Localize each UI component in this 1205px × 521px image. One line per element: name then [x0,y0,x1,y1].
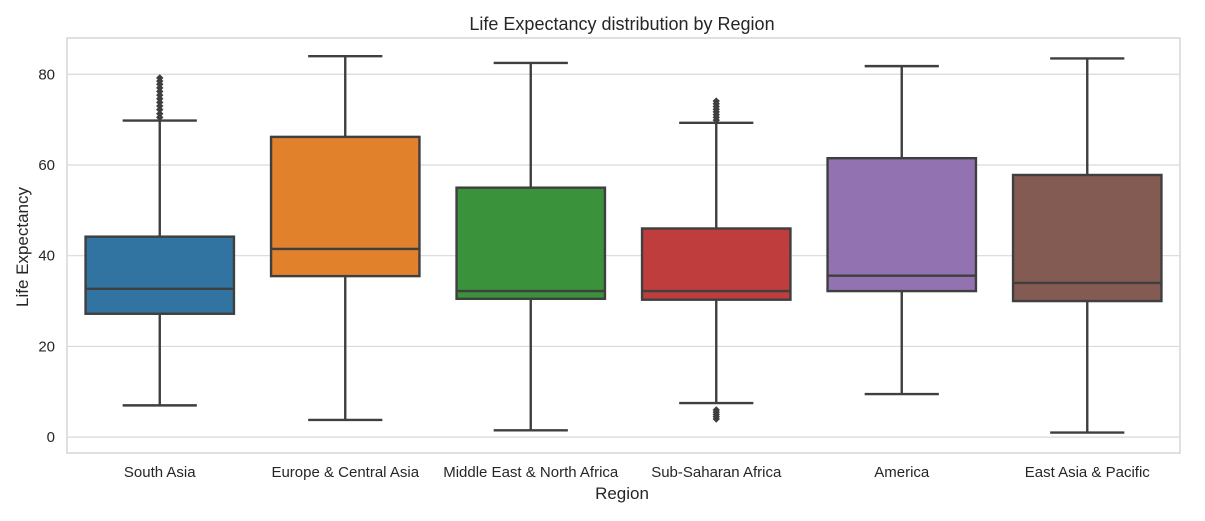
outlier-point [156,74,164,82]
outlier-point [712,406,720,414]
x-tick-3: Middle East & North Africa [443,464,619,481]
x-axis-label: Region [595,484,649,503]
chart-title: Life Expectancy distribution by Region [469,14,774,34]
iqr-box [455,186,607,300]
iqr-box [1011,173,1163,303]
box-1 [84,74,236,407]
x-tick-4: Sub-Saharan Africa [651,464,782,481]
y-axis-label: Life Expectancy [13,186,32,307]
x-tick-2: Europe & Central Asia [271,464,419,481]
box-5 [826,64,978,396]
outlier-point [712,97,720,105]
box-6 [1011,57,1163,434]
box-3 [455,61,607,432]
y-tick-20: 20 [38,338,55,355]
iqr-box [826,156,978,293]
plot-frame [66,37,1181,454]
outlier-point [156,110,164,118]
y-tick-80: 80 [38,66,55,83]
y-tick-labels: 0 20 40 60 80 [38,66,55,446]
y-tick-60: 60 [38,157,55,174]
iqr-box [640,227,792,301]
iqr-box [269,135,421,278]
y-tick-0: 0 [47,429,55,446]
box-2 [269,54,421,422]
box-4 [640,97,792,423]
x-tick-1: South Asia [124,464,196,481]
x-tick-labels: South Asia Europe & Central Asia Middle Ea… [124,464,1150,481]
x-tick-6: East Asia & Pacific [1025,464,1151,481]
boxes [84,54,1163,434]
grid-lines [67,73,1180,438]
iqr-box [84,235,236,315]
x-tick-5: America [874,464,930,481]
y-tick-40: 40 [38,248,55,265]
